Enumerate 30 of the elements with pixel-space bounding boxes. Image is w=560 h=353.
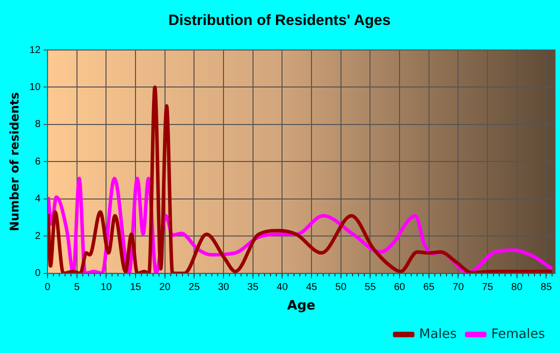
x-tick-label: 20 <box>159 282 171 294</box>
x-tick-label: 50 <box>335 282 347 294</box>
y-tick-label: 2 <box>34 230 41 242</box>
y-tick-label: 6 <box>34 156 41 168</box>
x-axis-title: Age <box>287 298 316 314</box>
y-tick-label: 12 <box>29 44 41 56</box>
x-tick-label: 55 <box>364 282 376 294</box>
chart-title: Distribution of Residents' Ages <box>168 12 391 30</box>
x-tick-label: 85 <box>540 282 552 294</box>
y-tick-label: 0 <box>34 268 41 280</box>
x-tick-label: 80 <box>511 282 523 294</box>
y-axis-title: Number of residents <box>7 92 22 232</box>
y-tick-label: 8 <box>34 119 41 130</box>
legend-label: Males <box>419 326 457 342</box>
x-tick-label: 35 <box>247 282 259 294</box>
x-tick-label: 45 <box>306 282 318 294</box>
x-tick-label: 0 <box>44 282 51 294</box>
x-tick-label: 25 <box>188 282 200 294</box>
x-tick-label: 10 <box>100 282 112 294</box>
x-tick-label: 70 <box>452 282 464 294</box>
x-tick-label: 75 <box>482 282 494 294</box>
x-tick-label: 60 <box>394 282 406 294</box>
x-tick-label: 30 <box>218 282 230 294</box>
x-tick-label: 40 <box>276 282 288 294</box>
x-tick-label: 15 <box>130 282 142 294</box>
legend-label: Females <box>491 326 546 342</box>
x-tick-label: 65 <box>423 282 435 294</box>
y-tick-label: 4 <box>34 194 41 205</box>
y-tick-label: 10 <box>29 82 41 93</box>
x-tick-label: 5 <box>74 282 80 294</box>
